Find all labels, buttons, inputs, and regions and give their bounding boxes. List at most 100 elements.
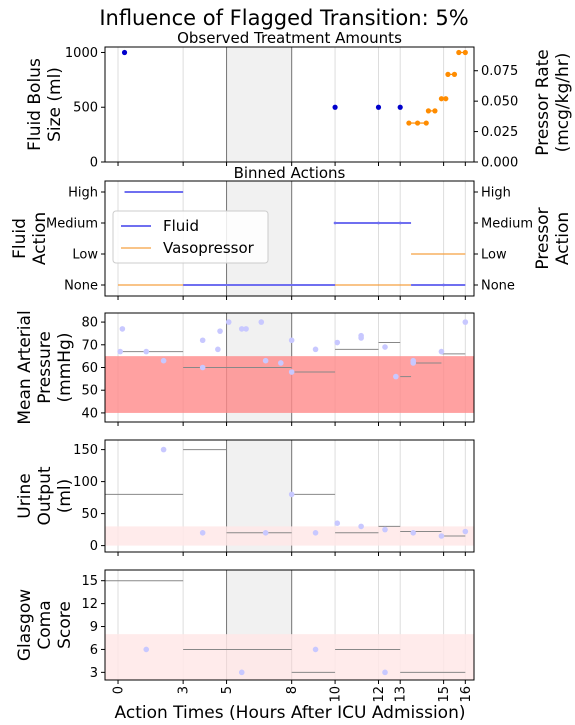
y-tick-label: 0 xyxy=(90,156,98,171)
pressor-point xyxy=(406,120,412,126)
observation-point xyxy=(217,328,223,334)
fluid-point xyxy=(121,49,128,56)
observation-point xyxy=(262,530,269,536)
observation-point xyxy=(382,344,388,350)
x-tick-labels: 0 3 5 8 10 12 13 15 16 xyxy=(112,686,474,703)
observation-point xyxy=(410,530,417,536)
observation-point xyxy=(382,669,388,676)
y-axis-label-line: Output xyxy=(35,466,55,525)
shaded-interval xyxy=(226,47,292,162)
x-tick-label: 10 xyxy=(329,686,344,703)
y-tick-label: None xyxy=(64,279,98,294)
pressor-point xyxy=(425,108,432,114)
observation-point xyxy=(278,360,284,366)
observation-point xyxy=(199,364,206,371)
y-axis-label: Mean Arterial Pressure (mmHg) xyxy=(15,310,75,424)
normal-range-band xyxy=(105,634,474,680)
y-tick-label-right: Medium xyxy=(481,217,533,232)
y-axis-label-line: Action xyxy=(30,212,50,265)
y-axis-label: Fluid Action xyxy=(10,212,50,265)
pressor-point xyxy=(451,71,458,77)
y-tick-label: 3 xyxy=(90,666,98,681)
x-tick-label: 3 xyxy=(177,686,192,694)
y-axis-label: Urine Output (ml) xyxy=(15,466,75,525)
pressor-point xyxy=(456,49,462,56)
y-axis-label: Glasgow Coma Score xyxy=(15,589,75,661)
observation-point xyxy=(462,319,469,325)
observation-point xyxy=(438,533,445,539)
observation-point xyxy=(117,348,123,355)
pressor-point xyxy=(445,71,451,77)
x-tick-label: 8 xyxy=(285,686,300,694)
x-axis-title: Action Times (Hours After ICU Admission) xyxy=(115,703,466,723)
observation-point xyxy=(143,646,150,653)
observation-point xyxy=(358,335,364,341)
y-tick-label: 6 xyxy=(90,643,98,658)
y-axis-label-line: Coma xyxy=(35,600,55,649)
pressor-point xyxy=(432,108,438,114)
observation-point xyxy=(258,319,265,325)
y-tick-label: High xyxy=(68,186,98,201)
observation-point xyxy=(160,357,167,364)
y-axis-label-line: Pressure xyxy=(35,331,55,404)
y-axis-label-line: Mean Arterial xyxy=(15,310,35,424)
axes-frame xyxy=(104,46,475,163)
x-tick-label: 12 xyxy=(372,686,387,703)
pressor-point xyxy=(423,120,429,126)
y-tick-label-right: None xyxy=(481,279,515,294)
pressor-point xyxy=(462,49,468,56)
y-tick-label-right: High xyxy=(481,186,511,201)
observation-point xyxy=(143,348,150,355)
fluid-point xyxy=(332,104,338,110)
y-tick-label: 40 xyxy=(81,406,98,421)
fluid-action-marker xyxy=(442,283,446,287)
axes-frame xyxy=(104,569,475,681)
observation-point xyxy=(262,357,269,364)
panel-binned-actions: None None Low Low Medium Medium High High Binned… xyxy=(10,164,573,300)
observation-point xyxy=(243,326,249,332)
pressor-point xyxy=(414,120,421,126)
y-axis-label-right-line: Action xyxy=(553,212,573,265)
observation-point xyxy=(312,346,319,353)
y-axis-label-line: Fluid xyxy=(10,218,30,259)
y-tick-label: 500 xyxy=(73,101,98,116)
x-tick-label: 15 xyxy=(437,686,452,703)
y-tick-label: 15 xyxy=(81,574,98,589)
observation-point xyxy=(382,526,388,533)
x-tick-label: 16 xyxy=(459,686,474,703)
y-tick-label: 50 xyxy=(81,507,98,522)
y-axis-label-right-line: Pressor xyxy=(533,207,553,269)
y-tick-label: 1000 xyxy=(65,46,98,61)
y-axis-label-line: Fluid Bolus xyxy=(25,58,45,151)
y-tick-label: 70 xyxy=(81,338,98,353)
y-axis-label-right-line: (mcg/kg/hr) xyxy=(553,53,573,153)
legend: Fluid Vasopressor xyxy=(112,210,269,264)
observation-point xyxy=(358,523,364,530)
observation-point xyxy=(215,346,221,353)
observation-point xyxy=(199,530,206,536)
observation-point xyxy=(334,339,341,346)
x-tick-label: 13 xyxy=(394,686,409,703)
y-axis-label-line: Size (ml) xyxy=(45,67,65,142)
fluid-action-marker xyxy=(398,221,402,225)
axes-frame xyxy=(104,180,475,297)
y-tick-label: 60 xyxy=(81,361,98,376)
fluid-action-marker xyxy=(333,221,337,225)
observation-point xyxy=(288,369,295,375)
pressor-point xyxy=(443,96,449,102)
y-axis-label-line: Score xyxy=(55,601,75,649)
y-axis-label: Fluid Bolus Size (ml) xyxy=(25,58,65,151)
normal-range-band xyxy=(105,526,474,546)
observation-point xyxy=(225,319,232,325)
observation-point xyxy=(312,646,319,653)
observation-point xyxy=(334,520,341,526)
panel-map: 40 50 60 70 80 Mean Arterial Pressure (mmHg) xyxy=(15,310,475,426)
panel-observed-treatments: 0 500 1000 0.000 0.025 0.050 0.075 Observed Tre… xyxy=(25,29,573,171)
observation-point xyxy=(119,326,126,332)
panel-title: Observed Treatment Amounts xyxy=(177,29,402,47)
fluid-point xyxy=(375,104,382,110)
observation-point xyxy=(238,669,245,676)
y-tick-label-right: 0.075 xyxy=(481,64,518,79)
